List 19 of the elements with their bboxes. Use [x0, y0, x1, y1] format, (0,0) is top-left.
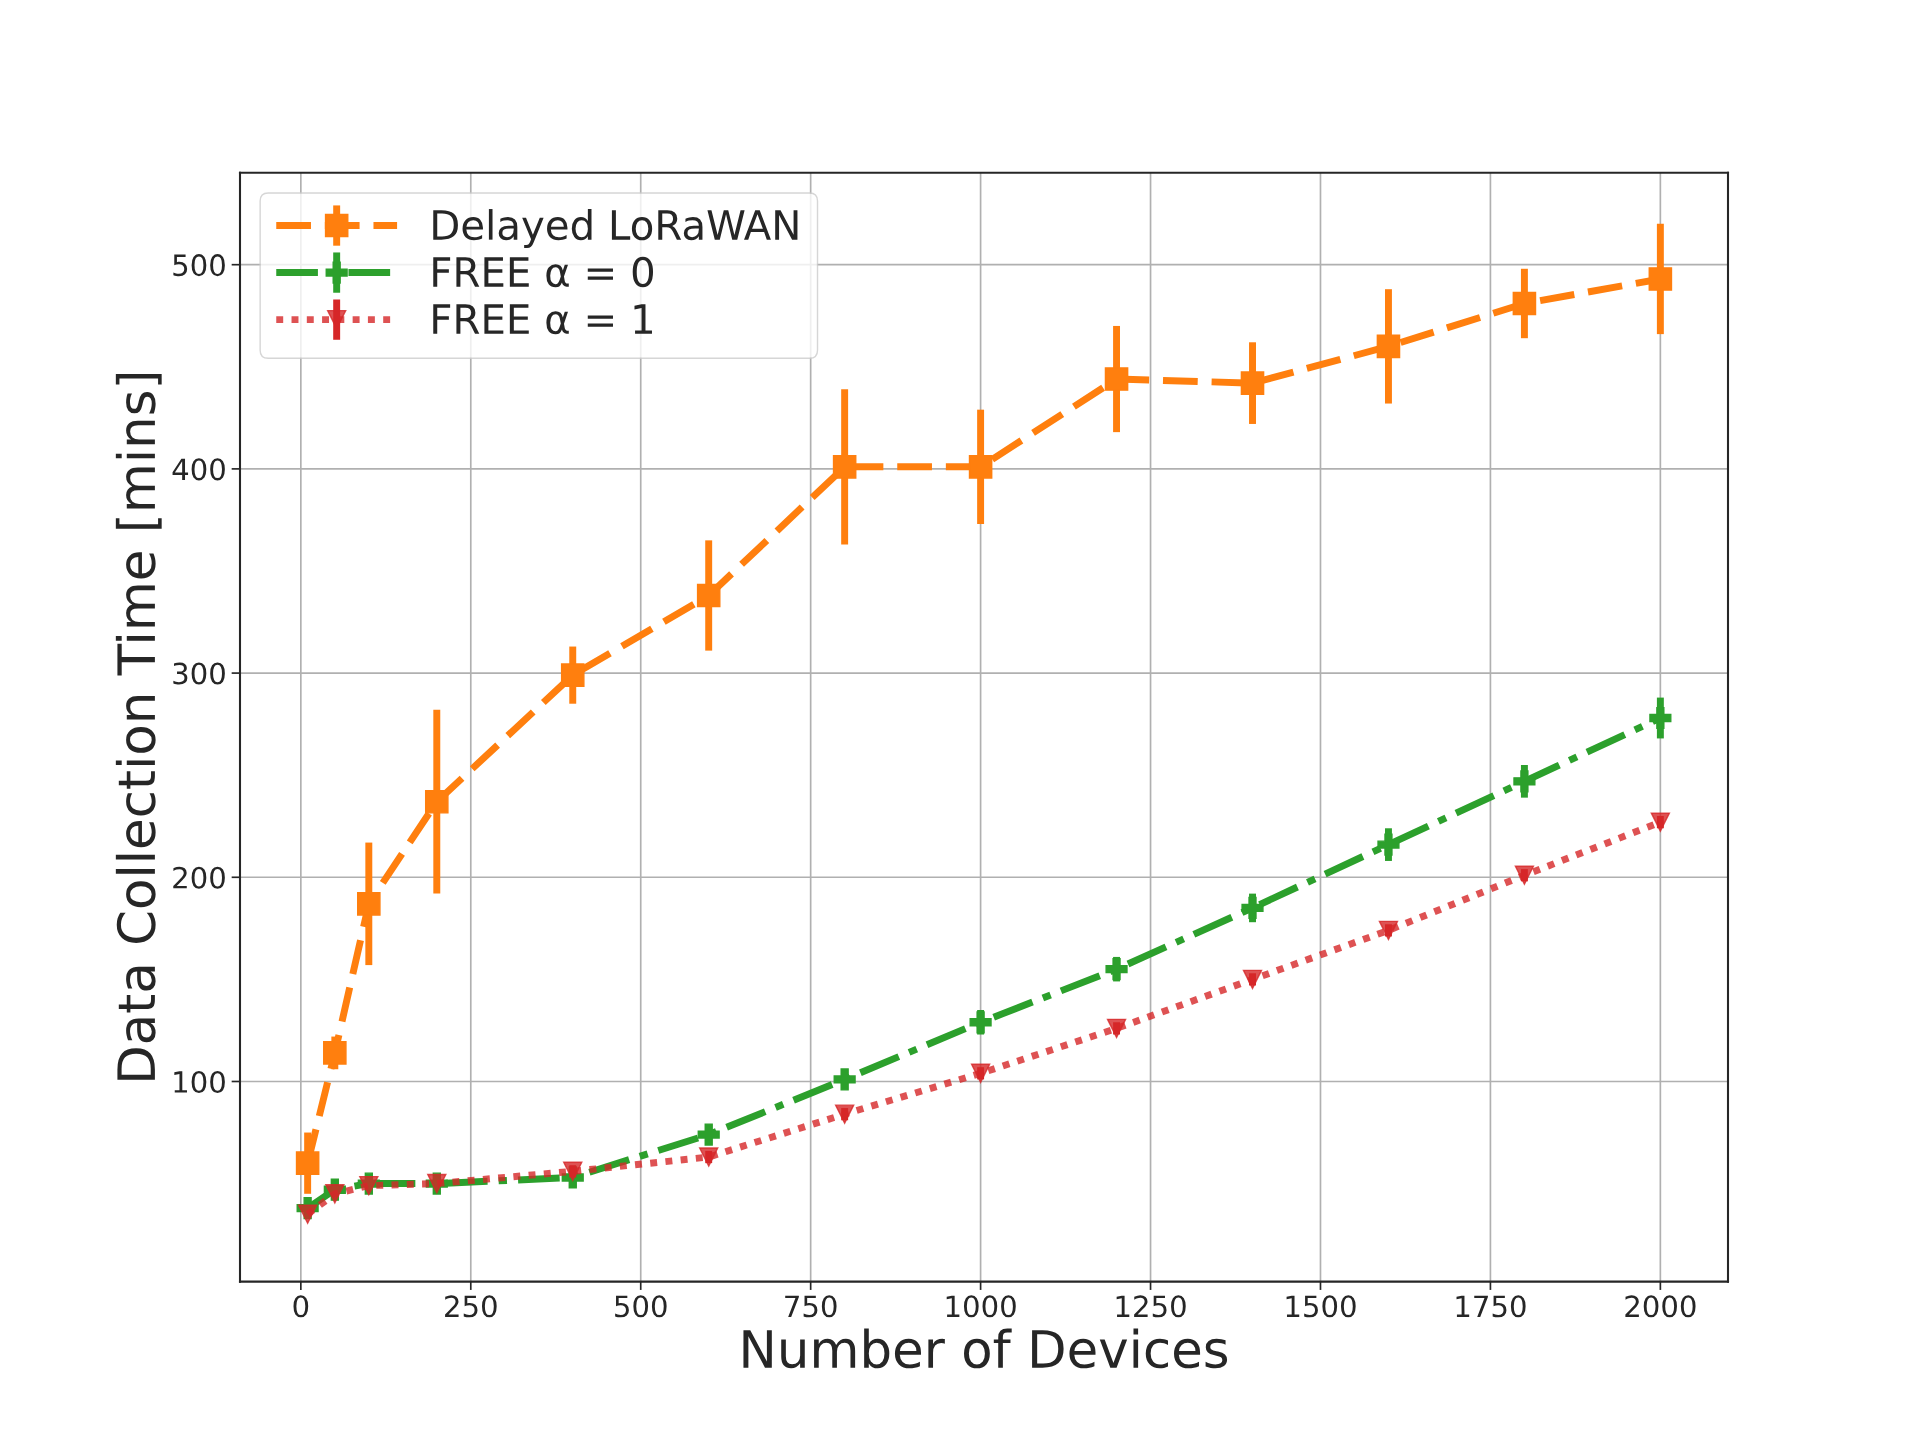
x-tick-label: 500 [615, 1295, 667, 1318]
x-tick-label: 0 [293, 1295, 309, 1318]
legend-label: Delayed LoRaWAN [433, 209, 798, 249]
x-tick-label: 1750 [1456, 1295, 1526, 1318]
x-tick-label: 750 [785, 1295, 837, 1318]
y-tick-label: 300 [173, 662, 225, 685]
y-axis-title: Data Collection Time [mins] [115, 373, 162, 1080]
x-tick-label: 250 [445, 1295, 497, 1318]
x-axis-title: Number of Devices [743, 1328, 1228, 1369]
y-tick-label: 400 [172, 458, 225, 481]
legend-label: FREE α = 0 [433, 256, 654, 288]
y-tick-label: 200 [173, 866, 225, 889]
legend-label: FREE α = 1 [433, 304, 652, 335]
x-tick-label: 2000 [1625, 1295, 1696, 1318]
y-tick-label: 100 [174, 1070, 225, 1093]
x-tick-label: 1500 [1286, 1295, 1356, 1318]
y-tick-label: 500 [173, 254, 225, 277]
x-tick-label: 1000 [946, 1295, 1016, 1318]
x-tick-label: 1250 [1116, 1295, 1186, 1318]
